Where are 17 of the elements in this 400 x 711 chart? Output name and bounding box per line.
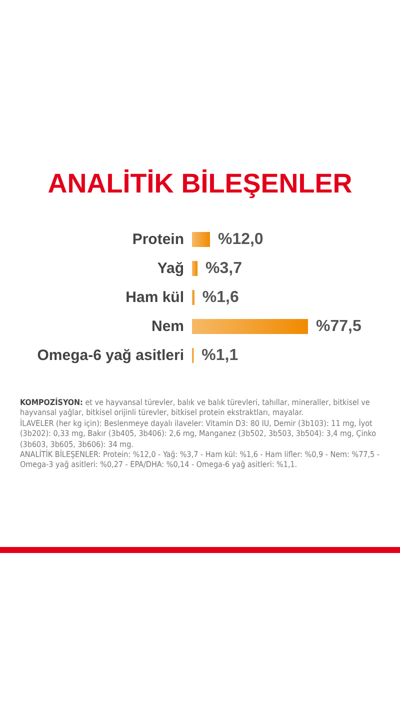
- data-label: %3,7: [206, 260, 242, 277]
- text: KOMPOZİSYON: et ve hayvansal türevler, balık ve balık türevleri, tahıllar, mineraller, bitkisel ve hayvansal yağlar, bitkisel orijinli türevler, bitkisel protein ekstraktları, mayalar.: [20, 398, 371, 418]
- text: İLAVELER (her kg için): Beslenmeye dayalı ilaveler: Vitamin D3: 80 IU, Demir (3b103): 11 mg, İyot (3b202): 0,33 mg, Bakır (3b405, 3b406): 2,6 mg, Manganez (3b502, 3b503, 3b504): 3,4 mg, Çinko (3b603, 3b605, 3b606): 34 mg.: [20, 418, 378, 450]
- data-label: %1,6: [202, 289, 239, 306]
- data-label: %1,1: [202, 347, 238, 364]
- y-tick-label: Ham kül: [126, 289, 184, 306]
- text: ANALİTİK BİLEŞENLER: Protein: %12,0 - Yağ: %3,7 - Ham kül: %1,6 - Ham lifler: %0,9 - Nem: %77,5 - Omega-3 yağ asitleri: %0,27 - EPA/DHA: %0,14 - Omega-6 yağ asitleri: %1,1.: [20, 450, 380, 471]
- y-tick-label: Nem: [151, 318, 184, 335]
- y-tick-label: Omega-6 yağ asitleri: [37, 347, 184, 364]
- data-label: %12,0: [218, 231, 264, 248]
- bar: [192, 319, 308, 334]
- chart-title: ANALİTİK BİLEŞENLER: [48, 168, 352, 198]
- y-tick-label: Yağ: [157, 260, 184, 277]
- bar: [192, 232, 210, 247]
- data-label: %77,5: [316, 318, 362, 335]
- y-tick-label: Protein: [132, 231, 184, 248]
- bar: [192, 261, 198, 276]
